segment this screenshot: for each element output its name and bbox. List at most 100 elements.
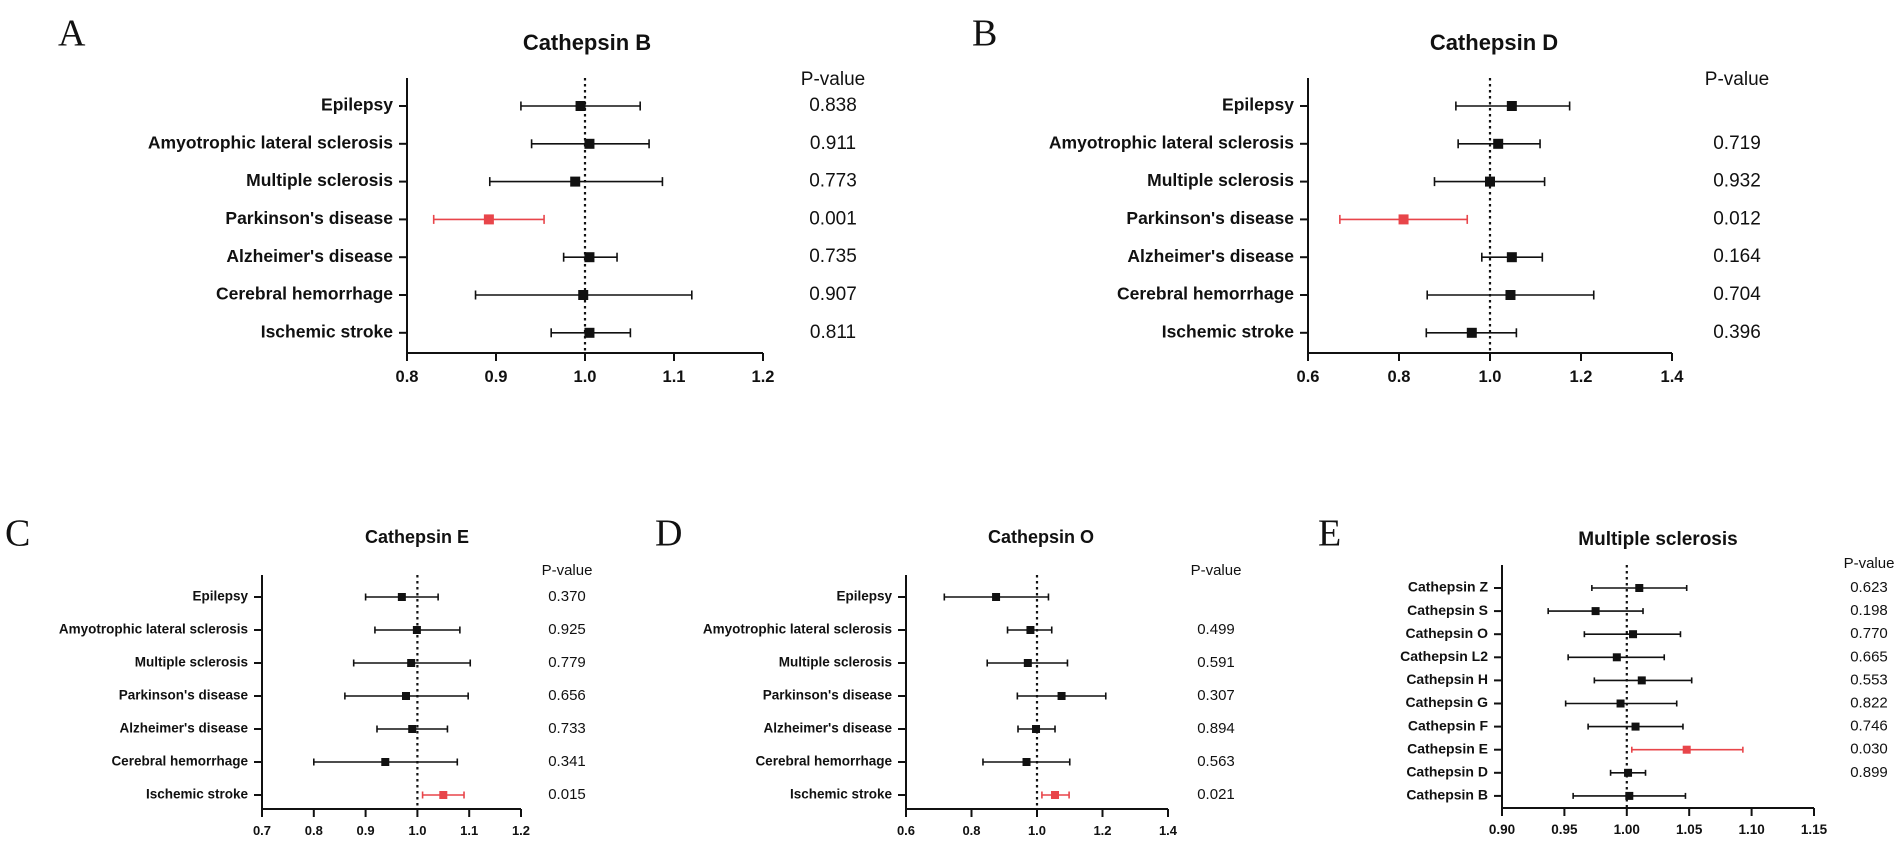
row-label: Amyotrophic lateral sclerosis	[703, 622, 892, 637]
panel-letter: E	[1318, 512, 1341, 554]
pvalue-text: 0.396	[1713, 322, 1761, 343]
x-tick-label: 1.2	[1093, 823, 1111, 838]
x-tick-label: 1.00	[1614, 822, 1640, 837]
x-tick-label: 1.4	[1661, 368, 1685, 386]
point-estimate-marker	[1506, 101, 1517, 111]
row-label: Cerebral hemorrhage	[216, 284, 393, 304]
row-label: Cathepsin F	[1408, 717, 1489, 733]
x-tick-label: 1.0	[574, 368, 597, 386]
x-tick-label: 1.2	[752, 368, 775, 386]
x-tick-label: 0.9	[357, 823, 375, 838]
pvalue-text: 0.164	[1713, 246, 1761, 267]
pvalue-text: 0.779	[548, 654, 586, 671]
point-estimate-marker	[407, 659, 416, 667]
x-tick-label: 0.6	[897, 823, 915, 838]
row-label: Cerebral hemorrhage	[1117, 284, 1294, 304]
pvalue-text: 0.932	[1713, 171, 1761, 192]
pvalue-text: 0.811	[810, 322, 856, 343]
row-label: Multiple sclerosis	[246, 170, 393, 190]
pvalue-header: P-value	[1191, 562, 1242, 579]
pvalue-text: 0.719	[1713, 133, 1761, 154]
panel-title: Cathepsin D	[1430, 30, 1558, 55]
row-label: Cathepsin D	[1406, 764, 1488, 780]
pvalue-text: 0.894	[1197, 720, 1235, 737]
x-tick-label: 0.8	[396, 368, 419, 386]
row-label: Cathepsin B	[1406, 787, 1488, 803]
point-estimate-marker	[381, 758, 390, 766]
pvalue-header: P-value	[801, 69, 865, 90]
pvalue-text: 0.773	[809, 171, 857, 192]
point-estimate-marker	[397, 593, 406, 601]
x-tick-label: 1.10	[1738, 822, 1764, 837]
row-label: Epilepsy	[321, 95, 393, 115]
pvalue-text: 0.704	[1713, 284, 1761, 305]
row-label: Alzheimer's disease	[1127, 246, 1294, 266]
pvalue-text: 0.907	[809, 284, 857, 305]
point-estimate-marker	[584, 327, 595, 338]
row-label: Alzheimer's disease	[226, 246, 393, 266]
x-tick-label: 1.15	[1801, 822, 1828, 837]
point-estimate-marker	[1635, 584, 1644, 592]
panel-title: Multiple sclerosis	[1578, 529, 1737, 550]
row-label: Alzheimer's disease	[763, 721, 892, 736]
point-estimate-marker	[1023, 659, 1032, 667]
pvalue-text: 0.591	[1197, 654, 1235, 671]
point-estimate-marker	[1637, 676, 1646, 685]
row-label: Ischemic stroke	[146, 787, 249, 802]
point-estimate-marker	[1022, 758, 1031, 766]
point-estimate-marker	[1032, 725, 1041, 733]
pvalue-text: 0.012	[1713, 208, 1761, 229]
x-tick-label: 0.6	[1297, 368, 1320, 386]
row-label: Epilepsy	[836, 589, 892, 604]
x-tick-label: 0.7	[253, 823, 271, 838]
row-label: Amyotrophic lateral sclerosis	[1049, 132, 1294, 152]
point-estimate-marker	[1493, 138, 1504, 149]
pvalue-text: 0.563	[1197, 753, 1235, 770]
pvalue-text: 0.733	[548, 720, 586, 737]
point-estimate-marker	[1057, 692, 1066, 700]
row-label: Amyotrophic lateral sclerosis	[59, 622, 248, 637]
pvalue-header: P-value	[1844, 555, 1895, 572]
row-label: Cathepsin E	[1407, 740, 1488, 756]
row-label: Epilepsy	[1222, 95, 1294, 115]
pvalue-text: 0.623	[1850, 579, 1888, 596]
point-estimate-marker	[408, 725, 417, 733]
point-estimate-marker	[412, 626, 421, 634]
point-estimate-marker	[1505, 290, 1516, 300]
point-estimate-marker	[570, 176, 581, 187]
point-estimate-marker	[992, 593, 1001, 601]
forest-panel-c: C Cathepsin E P-value 0.7 0.8 0.9 1.0 1.1 1.2 Epi…	[5, 512, 592, 838]
pvalue-text: 0.770	[1850, 625, 1888, 642]
pvalue-text: 0.735	[809, 246, 857, 267]
pvalue-text: 0.838	[809, 95, 857, 116]
pvalue-header: P-value	[542, 562, 593, 579]
point-estimate-marker	[1051, 791, 1060, 799]
x-tick-label: 0.8	[1388, 368, 1411, 386]
panel-letter: D	[655, 512, 682, 554]
row-label: Cathepsin H	[1406, 671, 1488, 687]
panel-title: Cathepsin B	[523, 30, 651, 55]
row-label: Parkinson's disease	[1126, 208, 1294, 228]
forest-panel-e: E Multiple sclerosis P-value 0.90 0.95 1.00 1.…	[1318, 512, 1894, 837]
point-estimate-marker	[578, 290, 589, 300]
pvalue-text: 0.001	[809, 208, 857, 229]
row-label: Multiple sclerosis	[135, 655, 248, 670]
point-estimate-marker	[439, 791, 448, 799]
point-estimate-marker	[1629, 630, 1638, 639]
x-tick-label: 1.0	[1479, 368, 1502, 386]
x-tick-label: 1.1	[663, 368, 686, 386]
forest-panel-b: B Cathepsin D P-value 0.6 0.8 1.0 1.2 1.4 Epilep…	[972, 12, 1769, 386]
row-label: Parkinson's disease	[225, 208, 393, 228]
row-label: Epilepsy	[192, 589, 248, 604]
x-tick-label: 1.2	[1570, 368, 1593, 386]
row-label: Parkinson's disease	[119, 688, 249, 703]
forest-panel-a: A Cathepsin B P-value 0.8 0.9 1.0 1.1 1.2 Epilep…	[58, 12, 865, 386]
pvalue-text: 0.341	[548, 753, 586, 770]
pvalue-text: 0.198	[1850, 602, 1888, 619]
x-tick-label: 1.1	[460, 823, 478, 838]
row-label: Cathepsin G	[1406, 694, 1489, 710]
panel-letter: C	[5, 512, 30, 554]
point-estimate-marker	[1625, 791, 1634, 800]
point-estimate-marker	[1616, 699, 1625, 708]
row-label: Alzheimer's disease	[119, 721, 248, 736]
